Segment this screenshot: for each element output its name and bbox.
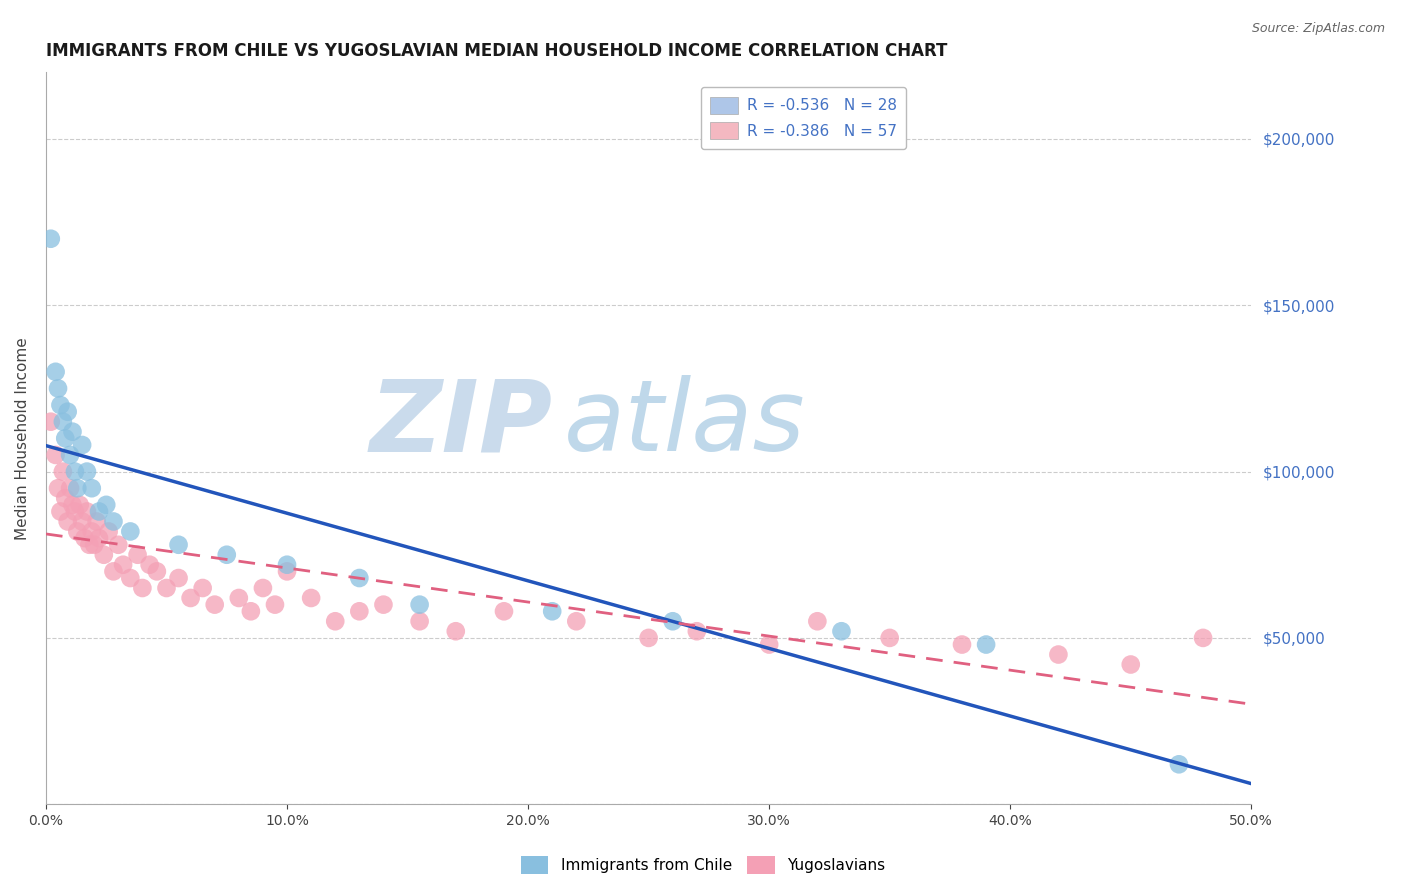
Text: IMMIGRANTS FROM CHILE VS YUGOSLAVIAN MEDIAN HOUSEHOLD INCOME CORRELATION CHART: IMMIGRANTS FROM CHILE VS YUGOSLAVIAN MED… — [46, 42, 948, 60]
Point — [167, 538, 190, 552]
Point — [103, 515, 125, 529]
Point — [120, 571, 142, 585]
Point — [1119, 657, 1142, 672]
Point — [323, 614, 346, 628]
Point — [686, 624, 709, 639]
Point — [131, 581, 153, 595]
Point — [56, 515, 79, 529]
Point — [830, 624, 852, 639]
Text: atlas: atlas — [564, 376, 806, 472]
Point — [96, 498, 118, 512]
Point — [276, 565, 298, 579]
Point — [79, 538, 101, 552]
Point — [69, 498, 91, 512]
Point — [264, 598, 287, 612]
Point — [541, 604, 564, 618]
Point — [39, 415, 62, 429]
Point — [1047, 648, 1070, 662]
Point — [83, 538, 105, 552]
Point — [73, 531, 96, 545]
Point — [45, 365, 67, 379]
Point — [1192, 631, 1215, 645]
Point — [950, 638, 973, 652]
Point — [53, 431, 76, 445]
Text: ZIP: ZIP — [370, 376, 553, 472]
Point — [146, 565, 169, 579]
Point — [120, 524, 142, 539]
Point — [167, 571, 190, 585]
Legend: Immigrants from Chile, Yugoslavians: Immigrants from Chile, Yugoslavians — [515, 850, 891, 880]
Point — [56, 405, 79, 419]
Point — [70, 438, 93, 452]
Point — [59, 448, 82, 462]
Point — [974, 638, 997, 652]
Point — [107, 538, 129, 552]
Point — [661, 614, 683, 628]
Point — [45, 448, 67, 462]
Point — [408, 614, 430, 628]
Point — [408, 598, 430, 612]
Point — [46, 381, 69, 395]
Point — [565, 614, 588, 628]
Point — [80, 481, 103, 495]
Y-axis label: Median Household Income: Median Household Income — [15, 337, 30, 540]
Point — [252, 581, 274, 595]
Point — [180, 591, 202, 605]
Point — [87, 531, 110, 545]
Point — [349, 571, 371, 585]
Text: Source: ZipAtlas.com: Source: ZipAtlas.com — [1251, 22, 1385, 36]
Point — [63, 504, 86, 518]
Legend: R = -0.536   N = 28, R = -0.386   N = 57: R = -0.536 N = 28, R = -0.386 N = 57 — [702, 87, 905, 149]
Point — [39, 232, 62, 246]
Point — [97, 524, 120, 539]
Point — [155, 581, 177, 595]
Point — [806, 614, 828, 628]
Point — [70, 515, 93, 529]
Point — [52, 465, 75, 479]
Point — [1168, 757, 1191, 772]
Point — [276, 558, 298, 572]
Point — [103, 565, 125, 579]
Point — [373, 598, 395, 612]
Point — [76, 504, 98, 518]
Point — [66, 481, 89, 495]
Point — [637, 631, 659, 645]
Point — [239, 604, 262, 618]
Point — [112, 558, 135, 572]
Point — [53, 491, 76, 506]
Point — [80, 524, 103, 539]
Point — [215, 548, 238, 562]
Point — [76, 465, 98, 479]
Point — [758, 638, 780, 652]
Point — [492, 604, 515, 618]
Point — [204, 598, 226, 612]
Point — [228, 591, 250, 605]
Point — [138, 558, 160, 572]
Point — [49, 504, 72, 518]
Point — [46, 481, 69, 495]
Point — [52, 415, 75, 429]
Point — [63, 465, 86, 479]
Point — [87, 504, 110, 518]
Point — [879, 631, 901, 645]
Point — [86, 515, 108, 529]
Point — [49, 398, 72, 412]
Point — [444, 624, 467, 639]
Point — [66, 524, 89, 539]
Point — [93, 548, 115, 562]
Point — [349, 604, 371, 618]
Point — [62, 425, 84, 439]
Point — [191, 581, 214, 595]
Point — [59, 481, 82, 495]
Point — [62, 498, 84, 512]
Point — [127, 548, 149, 562]
Point — [299, 591, 322, 605]
